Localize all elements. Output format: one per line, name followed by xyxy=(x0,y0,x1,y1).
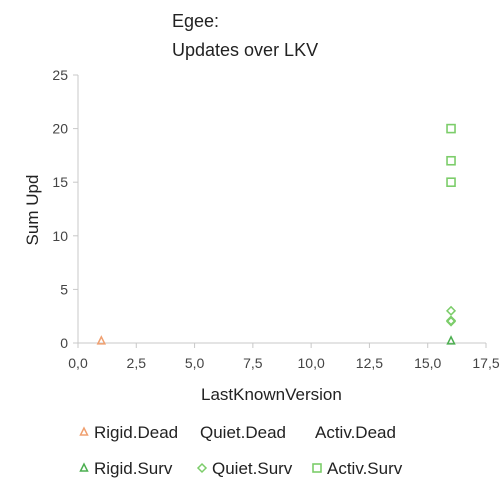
legend-marker xyxy=(313,464,321,472)
y-tick-label: 5 xyxy=(60,281,68,297)
legend-item: Activ.Dead xyxy=(315,423,396,442)
legend-label: Quiet.Surv xyxy=(212,459,293,478)
legend-marker xyxy=(198,464,206,472)
x-tick-label: 12,5 xyxy=(356,355,383,371)
data-point xyxy=(447,178,455,186)
data-point xyxy=(447,157,455,165)
x-tick-label: 0,0 xyxy=(68,355,88,371)
y-tick-label: 20 xyxy=(52,121,68,137)
legend-item: Rigid.Surv xyxy=(81,459,173,478)
data-points xyxy=(98,125,455,344)
x-axis-ticks: 0,0 2,5 5,0 7,5 10,0 12,5 15,0 17,5 xyxy=(68,343,500,371)
y-tick-label: 10 xyxy=(52,228,68,244)
legend-marker xyxy=(81,428,88,435)
legend-item: Quiet.Surv xyxy=(198,459,293,478)
x-tick-label: 10,0 xyxy=(298,355,325,371)
legend: Rigid.Dead Quiet.Dead Activ.Dead Rigid.Surv… xyxy=(81,423,403,478)
y-axis-label: Sum Upd xyxy=(23,175,42,246)
y-tick-label: 15 xyxy=(52,174,68,190)
legend-item: Quiet.Dead xyxy=(200,423,286,442)
x-tick-label: 7,5 xyxy=(243,355,263,371)
x-tick-label: 5,0 xyxy=(185,355,205,371)
y-tick-label: 25 xyxy=(52,67,68,83)
legend-item: Rigid.Dead xyxy=(81,423,179,442)
y-axis-ticks: 0 5 10 15 20 25 xyxy=(52,67,78,351)
legend-label: Activ.Dead xyxy=(315,423,396,442)
y-tick-label: 0 xyxy=(60,335,68,351)
x-tick-label: 17,5 xyxy=(472,355,499,371)
x-axis-label: LastKnownVersion xyxy=(201,385,342,404)
chart-title-line-1: Egee: xyxy=(172,11,219,31)
legend-marker xyxy=(81,464,88,471)
chart-title-line-2: Updates over LKV xyxy=(172,40,318,60)
x-tick-label: 15,0 xyxy=(414,355,441,371)
x-tick-label: 2,5 xyxy=(127,355,147,371)
legend-label: Rigid.Surv xyxy=(94,459,173,478)
data-point xyxy=(447,307,455,315)
legend-item: Activ.Surv xyxy=(313,459,403,478)
legend-label: Rigid.Dead xyxy=(94,423,178,442)
legend-label: Quiet.Dead xyxy=(200,423,286,442)
legend-label: Activ.Surv xyxy=(327,459,403,478)
data-point xyxy=(447,125,455,133)
